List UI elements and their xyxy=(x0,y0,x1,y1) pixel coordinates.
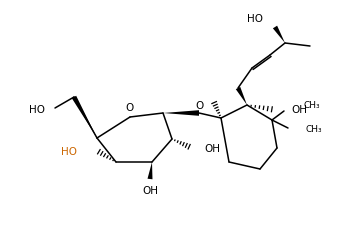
Text: OH: OH xyxy=(291,105,307,115)
Polygon shape xyxy=(72,96,97,138)
Polygon shape xyxy=(148,162,152,179)
Polygon shape xyxy=(163,110,199,116)
Text: HO: HO xyxy=(247,14,263,24)
Text: O: O xyxy=(126,103,134,113)
Text: OH: OH xyxy=(142,186,158,196)
Polygon shape xyxy=(273,26,285,43)
Text: OH: OH xyxy=(204,144,220,154)
Text: CH₃: CH₃ xyxy=(304,101,320,111)
Text: CH₃: CH₃ xyxy=(305,125,321,134)
Text: HO: HO xyxy=(29,105,45,115)
Text: HO: HO xyxy=(61,147,77,157)
Polygon shape xyxy=(236,87,247,105)
Text: O: O xyxy=(195,101,203,111)
